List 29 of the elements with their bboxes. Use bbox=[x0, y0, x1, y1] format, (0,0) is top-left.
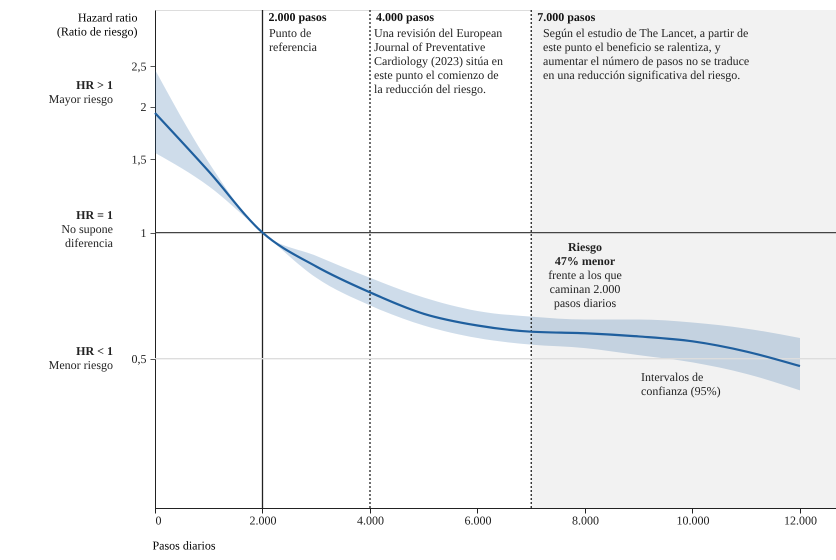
text: No supone diferencia bbox=[61, 222, 114, 250]
y-tick-label: 1 bbox=[140, 226, 146, 240]
x-tick-label: 12.000 bbox=[784, 514, 817, 528]
annotation: Según el estudio de The Lancet, a partir de este punto el beneficio se ralentiza, y aumentar el número de pasos no se traduce en una reducción significativa del riesgo. bbox=[543, 26, 750, 82]
text: HR > 1 bbox=[76, 78, 113, 92]
y-tick-label: 2,5 bbox=[132, 59, 146, 74]
annotation: Una revisión del European Journal of Preventative Cardiology (2023) sitúa en este punto el comienzo de la reducción del riesgo. bbox=[374, 26, 503, 96]
x-tick-label: 6.000 bbox=[464, 514, 492, 528]
x-axis-title: Pasos diarios bbox=[152, 538, 216, 552]
y-tick-label: 1,5 bbox=[132, 152, 146, 166]
x-tick-label: 2.000 bbox=[250, 514, 276, 528]
line-series bbox=[154, 112, 802, 368]
text: HR < 1 bbox=[76, 344, 113, 358]
annotation: Intervalos de confianza (95%) bbox=[641, 370, 721, 398]
ref-line-label: 2.000 pasos bbox=[268, 10, 327, 24]
text: Menor riesgo bbox=[48, 358, 113, 372]
annotation: Riesgo 47% menor frente a los que caminan 2.000 pasos diarios bbox=[548, 240, 622, 310]
text: Mayor riesgo bbox=[48, 92, 113, 106]
y-axis-title: Hazard ratio (Ratio de riesgo) bbox=[56, 10, 138, 38]
x-tick-label: 8.000 bbox=[572, 514, 599, 528]
ref-line-label: 7.000 pasos bbox=[537, 10, 596, 24]
y-tick-label: 2 bbox=[140, 100, 146, 114]
x-tick-label: 10.000 bbox=[676, 514, 710, 528]
annotation: Punto de referencia bbox=[269, 26, 318, 54]
ref-line-label: 4.000 pasos bbox=[376, 10, 434, 24]
y-tick-label: 0,5 bbox=[132, 352, 146, 366]
text: HR = 1 bbox=[76, 208, 113, 222]
x-tick-label: 0 bbox=[156, 514, 162, 528]
x-tick-label: 4.000 bbox=[356, 514, 384, 528]
